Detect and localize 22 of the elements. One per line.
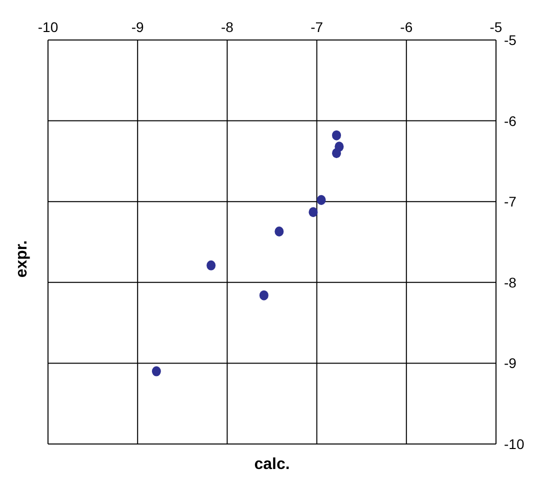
y-tick-label: -7 xyxy=(504,194,517,210)
y-tick-label: -10 xyxy=(504,436,524,452)
point xyxy=(259,290,268,300)
y-axis-title: expr. xyxy=(14,240,32,278)
point xyxy=(152,366,161,376)
point xyxy=(332,148,342,158)
x-tick-label: -6 xyxy=(400,19,413,35)
x-tick-label: -5 xyxy=(490,19,502,35)
point xyxy=(274,226,284,236)
point xyxy=(316,194,326,205)
x-tick-label: -8 xyxy=(220,19,234,35)
x-tick-label: -10 xyxy=(38,19,58,35)
y-tick-label: -5 xyxy=(504,32,517,48)
x-tick-label: -9 xyxy=(131,19,144,35)
y-tick-label: -8 xyxy=(504,274,517,290)
point xyxy=(332,130,342,140)
y-tick-label: -9 xyxy=(504,355,517,372)
y-tick-label: -6 xyxy=(504,112,517,129)
point xyxy=(206,260,216,270)
point xyxy=(308,207,318,218)
x-axis-title: calc. xyxy=(253,456,291,474)
x-tick-label: -7 xyxy=(310,19,324,35)
